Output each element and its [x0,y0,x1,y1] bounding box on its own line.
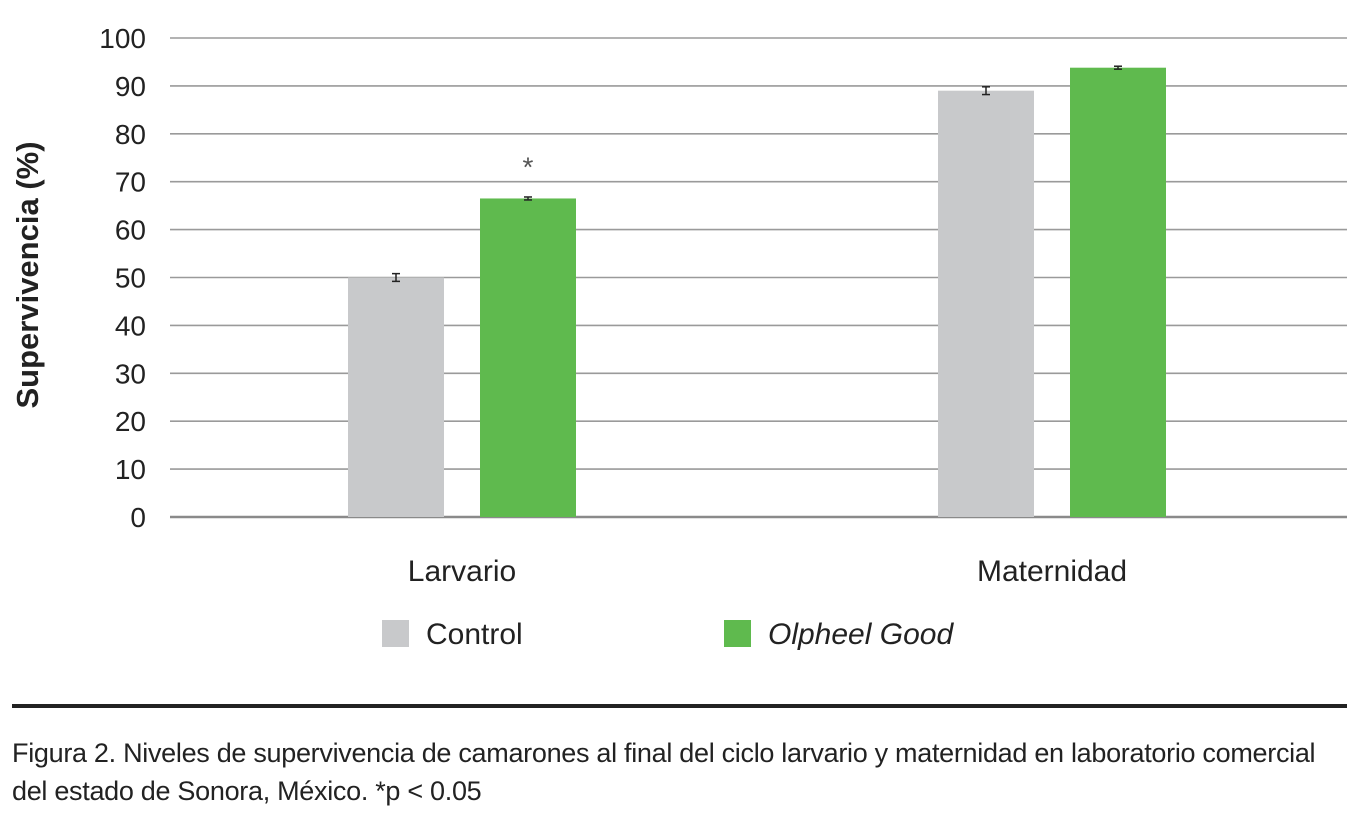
bar-chart: 0 10 20 30 40 50 60 70 80 90 100 Supervivencia (%)… [10,23,1347,651]
y-axis-ticks: 0 10 20 30 40 50 60 70 80 90 100 [99,23,146,533]
x-category-label: Maternidad [977,555,1127,588]
legend-label: Olpheel Good [768,618,954,651]
figure-caption: Figura 2. Niveles de supervivencia de ca… [12,734,1347,810]
caption-divider [12,704,1347,708]
caption-label: Figura 2. [12,738,116,768]
y-tick-label: 80 [115,119,146,150]
legend-swatch [724,620,751,647]
legend-swatch [382,620,409,647]
bar-larvario-control [348,277,444,517]
y-tick-label: 100 [99,23,146,54]
y-tick-label: 20 [115,406,146,437]
legend: Control Olpheel Good [382,618,954,651]
gridlines [170,37,1347,519]
y-tick-label: 30 [115,358,146,389]
y-tick-label: 90 [115,71,146,102]
y-tick-label: 70 [115,167,146,198]
bar-maternidad-olpheel-good [1070,67,1166,517]
caption-text: Niveles de supervivencia de camarones al… [12,738,1316,806]
bar-maternidad-control [938,90,1034,517]
y-tick-label: 50 [115,263,146,294]
y-tick-label: 10 [115,454,146,485]
y-axis-label: Supervivencia (%) [10,141,45,408]
y-tick-label: 40 [115,310,146,341]
bars: * [348,65,1166,517]
x-category-label: Larvario [408,555,516,588]
bar-larvario-olpheel-good [480,198,576,517]
y-tick-label: 60 [115,215,146,246]
y-tick-label: 0 [130,502,146,533]
legend-label: Control [426,618,523,651]
x-axis-categories: Larvario Maternidad [408,555,1127,588]
significance-annotation: * [523,151,534,182]
